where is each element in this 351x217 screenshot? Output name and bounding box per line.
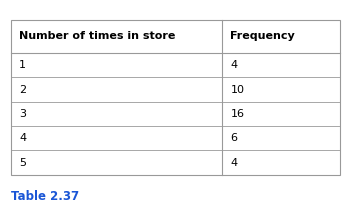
Text: 3: 3 [19, 109, 26, 119]
Bar [11, 20, 340, 175]
Text: 5: 5 [19, 158, 26, 168]
Text: 4: 4 [231, 158, 238, 168]
Text: 4: 4 [19, 133, 26, 143]
Text: Number of times in store: Number of times in store [19, 31, 176, 41]
Text: Table 2.37: Table 2.37 [11, 190, 79, 203]
Text: 1: 1 [19, 60, 26, 70]
Text: 4: 4 [231, 60, 238, 70]
Text: 10: 10 [231, 85, 244, 95]
Text: 6: 6 [231, 133, 238, 143]
Text: 16: 16 [231, 109, 244, 119]
Text: Frequency: Frequency [231, 31, 295, 41]
Text: 2: 2 [19, 85, 26, 95]
